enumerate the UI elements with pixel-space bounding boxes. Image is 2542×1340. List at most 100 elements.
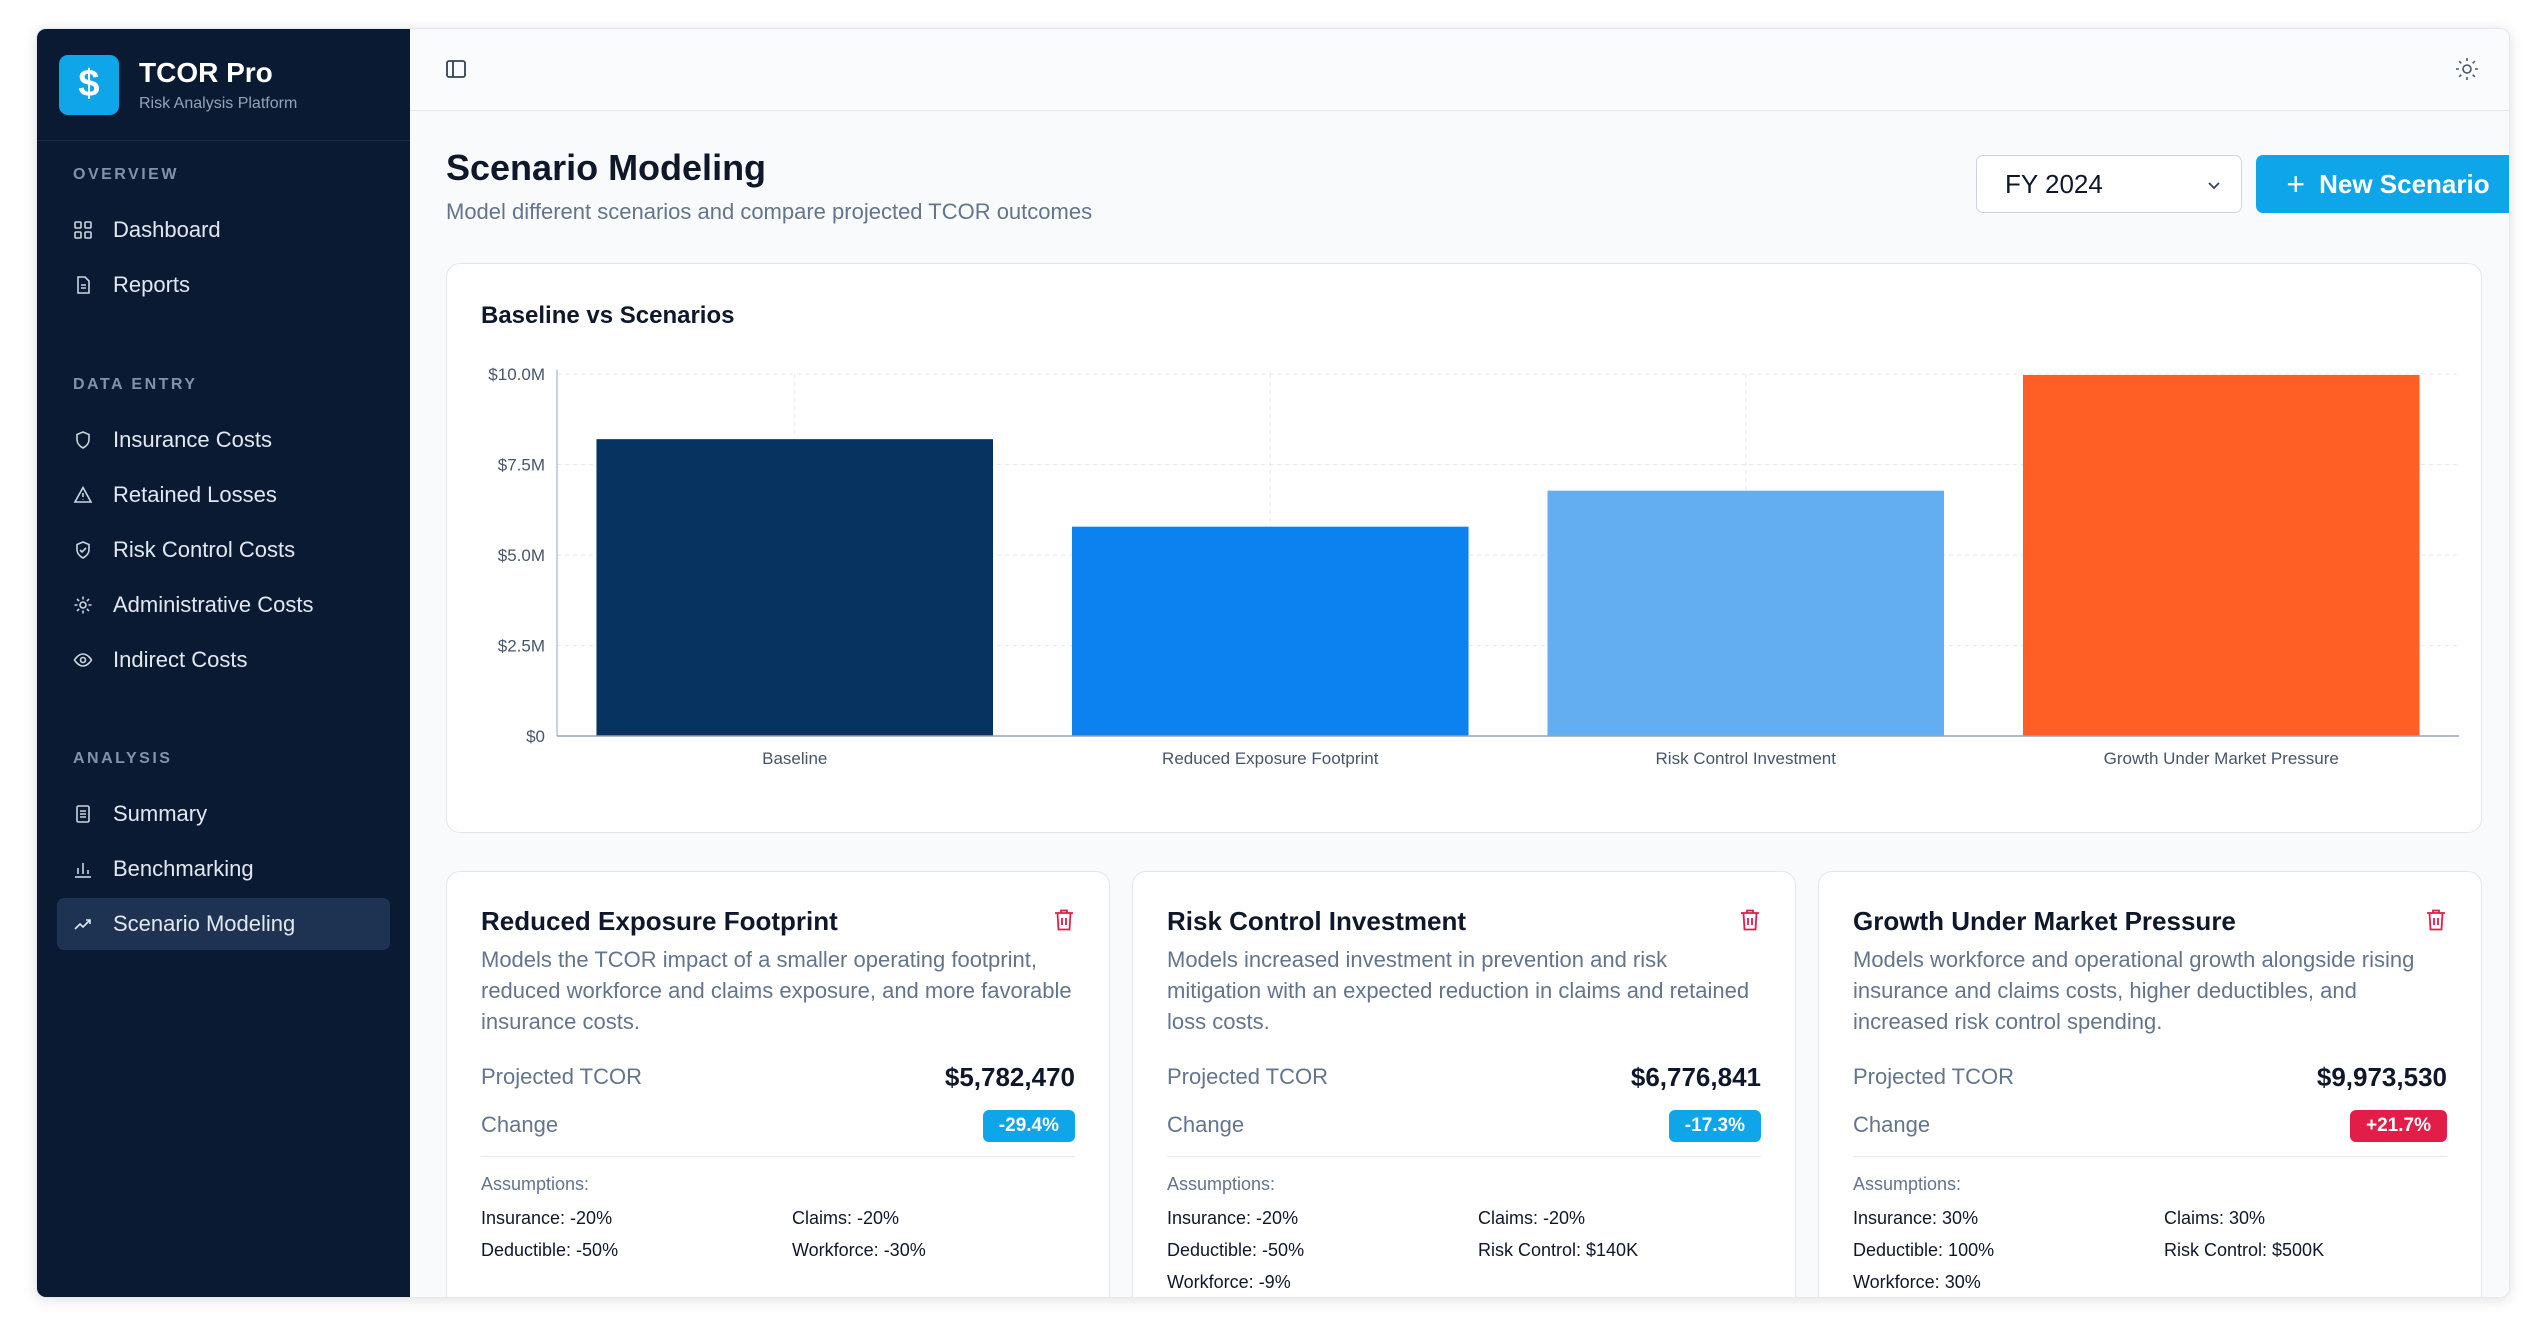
sidebar-item-indirect-costs[interactable]: Indirect Costs bbox=[57, 634, 390, 686]
assumption-item: Risk Control: $500K bbox=[2164, 1240, 2325, 1260]
page-title: Scenario Modeling bbox=[446, 147, 767, 188]
sidebar-item-summary[interactable]: Summary bbox=[57, 788, 390, 840]
assumption-item: Deductible: -50% bbox=[1167, 1240, 1305, 1260]
divider bbox=[1167, 1156, 1761, 1157]
assumptions-heading: Assumptions: bbox=[1167, 1174, 1276, 1194]
sidebar-item-label: Benchmarking bbox=[113, 856, 254, 881]
assumption-item: Workforce: 30% bbox=[1853, 1272, 1981, 1292]
shield-icon bbox=[73, 430, 93, 450]
nav-heading: DATA ENTRY bbox=[73, 376, 198, 393]
warning-triangle-icon bbox=[73, 485, 93, 505]
sun-theme-icon[interactable] bbox=[2453, 55, 2481, 83]
fiscal-year-select[interactable]: FY 2024 bbox=[1976, 155, 2242, 213]
x-tick-label: Baseline bbox=[762, 749, 827, 768]
new-scenario-button[interactable]: + New Scenario bbox=[2256, 155, 2509, 213]
chart-title: Baseline vs Scenarios bbox=[481, 302, 735, 329]
projected-tcor-value: $5,782,470 bbox=[944, 1062, 1075, 1092]
change-label: Change bbox=[1167, 1112, 1245, 1137]
y-tick-label: $2.5M bbox=[498, 637, 545, 656]
new-scenario-label: New Scenario bbox=[2319, 168, 2490, 199]
projected-tcor-value: $6,776,841 bbox=[1630, 1062, 1761, 1092]
sidebar-item-label: Dashboard bbox=[113, 217, 221, 242]
scenario-card: Growth Under Market Pressure Models work… bbox=[1818, 871, 2482, 1297]
chart-bar[interactable] bbox=[1071, 526, 1469, 736]
dashboard-grid-icon bbox=[73, 220, 93, 240]
eye-icon bbox=[73, 650, 93, 670]
scenario-description: Models the TCOR impact of a smaller oper… bbox=[481, 947, 1072, 1034]
sidebar-toggle-icon[interactable] bbox=[444, 57, 468, 81]
trend-line-icon bbox=[73, 914, 93, 934]
assumption-item: Claims: -20% bbox=[1478, 1208, 1586, 1228]
assumption-item: Claims: 30% bbox=[2164, 1208, 2266, 1228]
trash-icon[interactable] bbox=[2425, 908, 2447, 932]
assumption-item: Risk Control: $140K bbox=[1478, 1240, 1639, 1260]
divider bbox=[481, 1156, 1075, 1157]
nav-section-analysis: ANALYSIS Summary Benchmarking Scenario M… bbox=[37, 745, 410, 950]
projected-tcor-label: Projected TCOR bbox=[1853, 1064, 2014, 1089]
sidebar-item-retained-losses[interactable]: Retained Losses bbox=[57, 469, 390, 521]
assumptions-heading: Assumptions: bbox=[1853, 1174, 1962, 1194]
sidebar: $ TCOR Pro Risk Analysis Platform OVERVI… bbox=[37, 29, 410, 1297]
assumption-item: Workforce: -9% bbox=[1167, 1272, 1291, 1292]
bar-chart: $0 $2.5M $5.0M $7.5M $10.0M Baseline Reduced E… bbox=[488, 365, 2459, 768]
sidebar-item-label: Indirect Costs bbox=[113, 647, 248, 672]
sidebar-item-insurance-costs[interactable]: Insurance Costs bbox=[57, 414, 390, 466]
divider bbox=[1853, 1156, 2447, 1157]
sidebar-item-reports[interactable]: Reports bbox=[57, 259, 390, 311]
bar-chart-icon bbox=[73, 859, 93, 879]
sidebar-item-label: Retained Losses bbox=[113, 482, 277, 507]
top-bar bbox=[410, 29, 2509, 111]
scenario-title: Reduced Exposure Footprint bbox=[481, 906, 838, 936]
trash-icon[interactable] bbox=[1053, 908, 1075, 932]
chart-bar[interactable] bbox=[2022, 374, 2420, 736]
shield-check-icon bbox=[73, 540, 93, 560]
chart-bar[interactable] bbox=[1547, 490, 1945, 736]
y-tick-label: $10.0M bbox=[488, 365, 545, 384]
chart-card: Baseline vs Scenarios $0 $2.5M $5.0M $7.5M $… bbox=[446, 263, 2482, 833]
assumption-item: Insurance: -20% bbox=[1167, 1208, 1299, 1228]
plus-icon: + bbox=[2286, 165, 2306, 202]
fiscal-year-value: FY 2024 bbox=[2005, 168, 2103, 199]
assumption-item: Deductible: 100% bbox=[1853, 1240, 1995, 1260]
sidebar-item-risk-control-costs[interactable]: Risk Control Costs bbox=[57, 524, 390, 576]
assumption-item: Claims: -20% bbox=[792, 1208, 900, 1228]
sidebar-item-label: Summary bbox=[113, 801, 208, 826]
assumption-item: Insurance: -20% bbox=[481, 1208, 613, 1228]
scenario-title: Risk Control Investment bbox=[1167, 906, 1467, 936]
app-window: $ TCOR Pro Risk Analysis Platform OVERVI… bbox=[36, 28, 2510, 1298]
document-icon bbox=[73, 804, 93, 824]
sidebar-item-label: Scenario Modeling bbox=[113, 911, 296, 936]
document-icon bbox=[73, 275, 93, 295]
assumption-item: Deductible: -50% bbox=[481, 1240, 619, 1260]
change-badge: -29.4% bbox=[982, 1110, 1075, 1142]
chart-bar[interactable] bbox=[596, 439, 994, 736]
sidebar-item-label: Reports bbox=[113, 272, 191, 297]
change-badge: +21.7% bbox=[2350, 1110, 2447, 1142]
nav-section-data-entry: DATA ENTRY Insurance Costs Retained Loss… bbox=[37, 371, 410, 686]
chevron-down-icon bbox=[2208, 182, 2220, 190]
change-label: Change bbox=[481, 1112, 559, 1137]
sidebar-item-label: Risk Control Costs bbox=[113, 537, 296, 562]
x-tick-label: Risk Control Investment bbox=[1656, 749, 1837, 768]
y-tick-label: $5.0M bbox=[498, 546, 545, 565]
scenario-card: Reduced Exposure Footprint Models the TC… bbox=[446, 871, 1110, 1297]
sidebar-item-dashboard[interactable]: Dashboard bbox=[57, 204, 390, 256]
projected-tcor-label: Projected TCOR bbox=[481, 1064, 642, 1089]
nav-heading: ANALYSIS bbox=[73, 750, 173, 767]
scenario-card: Risk Control Investment Models increased… bbox=[1132, 871, 1796, 1297]
sidebar-item-administrative-costs[interactable]: Administrative Costs bbox=[57, 579, 390, 631]
page-subtitle: Model different scenarios and compare pr… bbox=[446, 199, 1093, 224]
trash-icon[interactable] bbox=[1739, 908, 1761, 932]
sidebar-item-scenario-modeling[interactable]: Scenario Modeling bbox=[57, 898, 390, 950]
dollar-logo-icon: $ bbox=[59, 54, 119, 115]
y-tick-label: $7.5M bbox=[498, 456, 545, 475]
assumption-item: Insurance: 30% bbox=[1853, 1208, 1979, 1228]
sidebar-item-label: Insurance Costs bbox=[113, 427, 272, 452]
scenario-description: Models workforce and operational growth … bbox=[1853, 947, 2415, 1034]
brand[interactable]: $ TCOR Pro Risk Analysis Platform bbox=[37, 29, 410, 141]
sidebar-item-benchmarking[interactable]: Benchmarking bbox=[57, 843, 390, 895]
x-tick-label: Growth Under Market Pressure bbox=[2104, 749, 2339, 768]
nav-heading: OVERVIEW bbox=[73, 166, 179, 183]
assumptions-heading: Assumptions: bbox=[481, 1174, 590, 1194]
scenario-title: Growth Under Market Pressure bbox=[1853, 906, 2236, 936]
